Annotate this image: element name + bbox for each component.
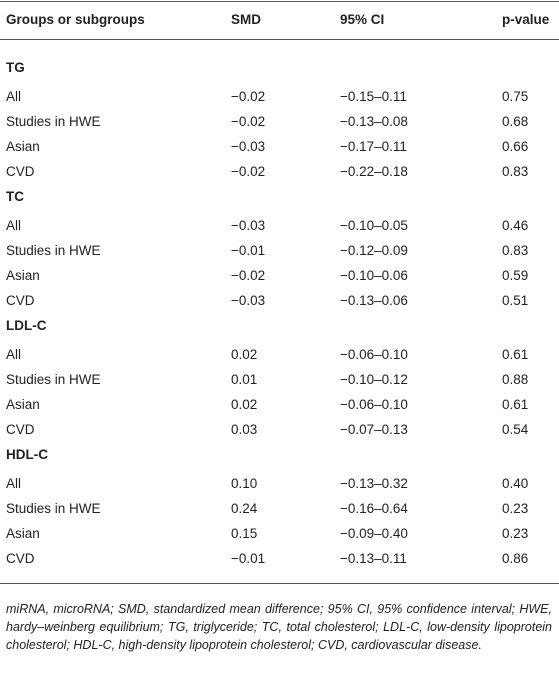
- table-cell: 0.88: [502, 372, 529, 387]
- row-label: Studies in HWE: [6, 372, 101, 387]
- table-cell: −0.06–0.10: [340, 347, 408, 362]
- table-cell: −0.15–0.11: [340, 89, 407, 104]
- header-cell: 95% CI: [340, 12, 385, 27]
- header-cell: Groups or subgroups: [6, 12, 145, 27]
- table-cell: −0.12–0.09: [340, 243, 408, 258]
- table-cell: −0.02: [231, 164, 266, 179]
- table-cell: 0.86: [502, 551, 529, 566]
- table-cell: −0.03: [231, 218, 266, 233]
- table-cell: −0.13–0.08: [340, 114, 408, 129]
- table-cell: 0.66: [502, 139, 529, 154]
- table-cell: 0.24: [231, 501, 258, 516]
- header-rule: [0, 39, 559, 40]
- table-cell: 0.59: [502, 268, 529, 283]
- row-label: CVD: [6, 551, 35, 566]
- group-heading: HDL-C: [6, 447, 48, 462]
- group-heading: TG: [6, 60, 25, 75]
- table-cell: 0.23: [502, 501, 529, 516]
- table-cell: 0.40: [502, 476, 529, 491]
- row-label: CVD: [6, 422, 35, 437]
- table-cell: −0.22–0.18: [340, 164, 408, 179]
- table-cell: −0.10–0.12: [340, 372, 408, 387]
- row-label: All: [6, 218, 22, 233]
- row-label: Studies in HWE: [6, 243, 101, 258]
- table-cell: 0.51: [502, 293, 529, 308]
- row-label: Studies in HWE: [6, 114, 101, 129]
- table-cell: −0.02: [231, 114, 266, 129]
- table-cell: −0.06–0.10: [340, 397, 408, 412]
- row-label: Studies in HWE: [6, 501, 101, 516]
- row-label: Asian: [6, 268, 40, 283]
- table-cell: 0.02: [231, 397, 258, 412]
- table-cell: 0.15: [231, 526, 258, 541]
- header-cell: SMD: [231, 12, 261, 27]
- table-cell: 0.23: [502, 526, 529, 541]
- footnote: miRNA, microRNA; SMD, standardized mean …: [6, 602, 552, 652]
- table-cell: 0.61: [502, 397, 529, 412]
- table-cell: −0.02: [231, 89, 266, 104]
- header-cell: p-value: [502, 12, 550, 27]
- table-cell: −0.01: [231, 551, 266, 566]
- group-heading: TC: [6, 189, 24, 204]
- table-cell: −0.13–0.11: [340, 551, 407, 566]
- table-cell: −0.13–0.32: [340, 476, 408, 491]
- table-cell: 0.61: [502, 347, 529, 362]
- table-cell: −0.16–0.64: [340, 501, 408, 516]
- table-cell: −0.09–0.40: [340, 526, 408, 541]
- table-cell: 0.83: [502, 164, 529, 179]
- bottom-rule: [0, 583, 559, 584]
- table-cell: −0.03: [231, 293, 266, 308]
- group-heading: LDL-C: [6, 318, 47, 333]
- table-cell: −0.02: [231, 268, 266, 283]
- table-cell: 0.01: [231, 372, 258, 387]
- table-cell: 0.75: [502, 89, 529, 104]
- table-cell: 0.46: [502, 218, 529, 233]
- table-cell: −0.17–0.11: [340, 139, 407, 154]
- table-cell: −0.10–0.06: [340, 268, 408, 283]
- row-label: CVD: [6, 164, 35, 179]
- top-rule: [0, 1, 559, 2]
- table-cell: 0.10: [231, 476, 258, 491]
- table-cell: 0.68: [502, 114, 529, 129]
- table-cell: −0.10–0.05: [340, 218, 408, 233]
- table-cell: 0.54: [502, 422, 529, 437]
- row-label: Asian: [6, 139, 40, 154]
- table-cell: 0.03: [231, 422, 258, 437]
- row-label: CVD: [6, 293, 35, 308]
- table-cell: −0.13–0.06: [340, 293, 408, 308]
- table-cell: −0.03: [231, 139, 266, 154]
- table-cell: 0.83: [502, 243, 529, 258]
- row-label: Asian: [6, 526, 40, 541]
- row-label: Asian: [6, 397, 40, 412]
- row-label: All: [6, 476, 22, 491]
- row-label: All: [6, 89, 22, 104]
- table-cell: −0.07–0.13: [340, 422, 408, 437]
- table-cell: 0.02: [231, 347, 258, 362]
- row-label: All: [6, 347, 22, 362]
- table-cell: −0.01: [231, 243, 266, 258]
